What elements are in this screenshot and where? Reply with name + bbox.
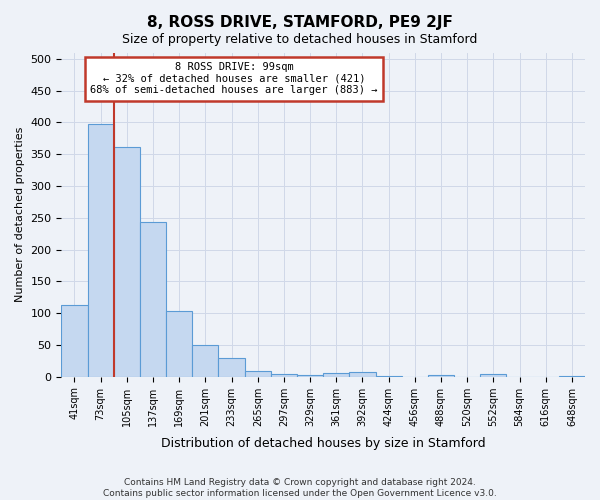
- Bar: [271, 374, 297, 376]
- Bar: [61, 306, 88, 376]
- Bar: [245, 371, 271, 376]
- Bar: [218, 358, 245, 376]
- Bar: [166, 311, 193, 376]
- Bar: [193, 345, 218, 376]
- Text: 8, ROSS DRIVE, STAMFORD, PE9 2JF: 8, ROSS DRIVE, STAMFORD, PE9 2JF: [147, 15, 453, 30]
- Text: Contains HM Land Registry data © Crown copyright and database right 2024.
Contai: Contains HM Land Registry data © Crown c…: [103, 478, 497, 498]
- Bar: [88, 124, 114, 376]
- Bar: [349, 372, 376, 376]
- Text: 8 ROSS DRIVE: 99sqm
← 32% of detached houses are smaller (421)
68% of semi-detac: 8 ROSS DRIVE: 99sqm ← 32% of detached ho…: [91, 62, 378, 96]
- Text: Size of property relative to detached houses in Stamford: Size of property relative to detached ho…: [122, 32, 478, 46]
- Bar: [323, 374, 349, 376]
- Bar: [480, 374, 506, 376]
- Y-axis label: Number of detached properties: Number of detached properties: [15, 127, 25, 302]
- X-axis label: Distribution of detached houses by size in Stamford: Distribution of detached houses by size …: [161, 437, 485, 450]
- Bar: [140, 222, 166, 376]
- Bar: [114, 146, 140, 376]
- Bar: [297, 375, 323, 376]
